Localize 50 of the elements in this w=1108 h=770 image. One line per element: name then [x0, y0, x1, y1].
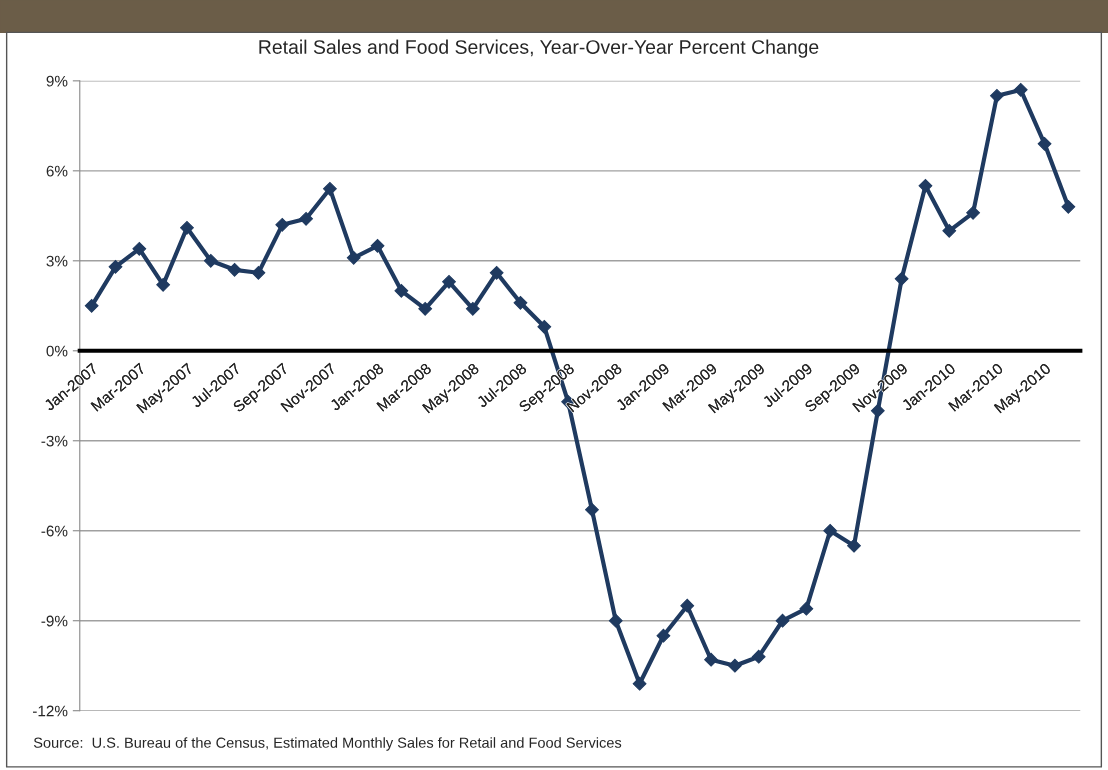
y-tick-label: 0% [46, 345, 68, 357]
point [1061, 199, 1076, 214]
source-note: Source: U.S. Bureau of the Census, Estimated Monthly Sales for Retail and Food Services [33, 737, 622, 751]
point [275, 217, 290, 232]
y-tick-label: 9% [46, 75, 68, 87]
y-tick-label: -3% [41, 435, 68, 447]
point [585, 502, 599, 517]
point [942, 223, 957, 238]
point [727, 658, 742, 673]
point [680, 598, 695, 613]
y-tick-label: 6% [46, 165, 68, 177]
point [704, 652, 718, 667]
point [513, 295, 528, 310]
point [799, 601, 814, 616]
point [823, 523, 838, 538]
point [180, 220, 194, 235]
point [537, 319, 552, 334]
point [442, 274, 456, 289]
chart-title: Retail Sales and Food Services, Year-Over-Year Percent Change [259, 39, 819, 58]
point [918, 178, 933, 193]
point [632, 676, 647, 691]
point [418, 301, 433, 316]
point [1037, 136, 1052, 151]
y-tick-label: -12% [32, 705, 68, 717]
point [203, 253, 218, 268]
point [608, 613, 623, 628]
point [1013, 82, 1028, 97]
point [894, 271, 909, 286]
point [323, 181, 337, 196]
point [847, 538, 861, 553]
point [299, 211, 313, 226]
point [775, 613, 790, 628]
point [465, 301, 480, 316]
point [370, 238, 385, 253]
point [990, 88, 1004, 103]
y-tick-label: 3% [46, 255, 68, 267]
point [751, 649, 766, 664]
point [489, 265, 504, 280]
point [84, 298, 99, 313]
y-tick-label: -6% [41, 525, 68, 537]
y-tick-label: -9% [41, 615, 68, 627]
point [656, 628, 671, 643]
point [251, 265, 266, 280]
point [132, 241, 147, 256]
point [156, 277, 171, 292]
point [108, 259, 123, 274]
point [394, 283, 409, 298]
point [227, 262, 242, 277]
point [346, 250, 361, 265]
point [966, 205, 980, 220]
